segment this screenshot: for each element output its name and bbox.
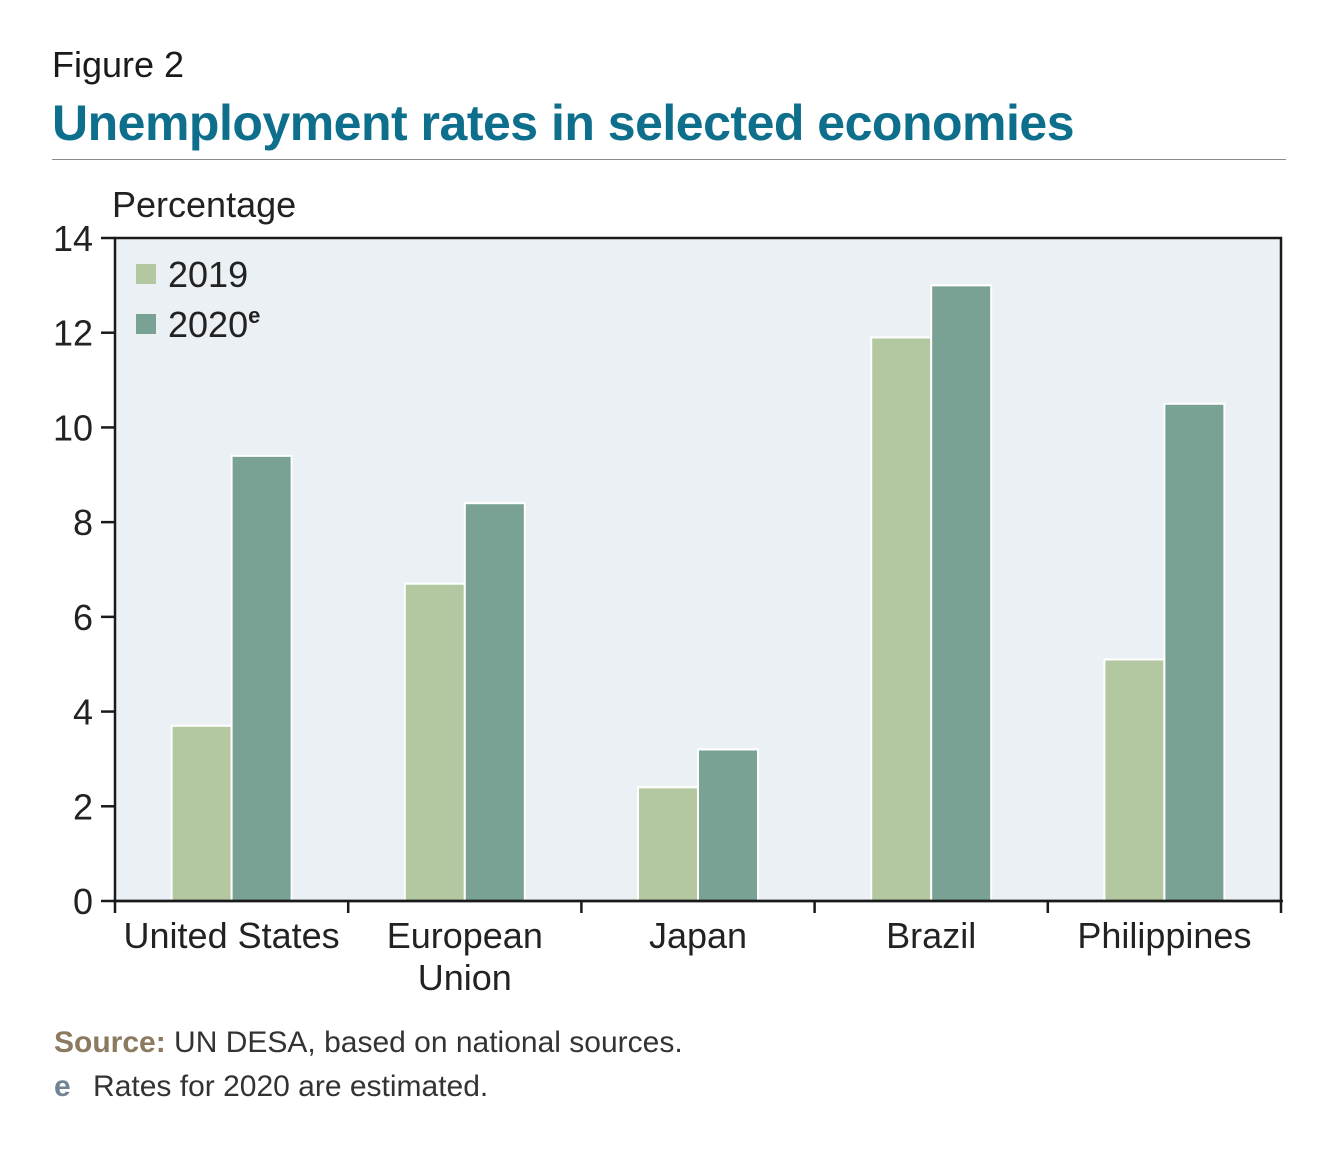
- x-category-label: European: [387, 915, 543, 956]
- bar-2020-4: [1163, 402, 1226, 902]
- note-mark: e: [54, 1070, 71, 1103]
- source-note: Source: UN DESA, based on national sourc…: [54, 1026, 683, 1060]
- figure-label: Figure 2: [52, 44, 185, 85]
- y-tick-label: 12: [53, 313, 93, 354]
- y-tick-label: 14: [53, 218, 93, 259]
- legend-swatch-2020: [136, 314, 156, 334]
- y-tick-label: 8: [73, 502, 93, 543]
- bar-2020-2: [697, 748, 759, 903]
- title-rule: [52, 159, 1286, 160]
- legend-label-2020: 2020e: [168, 303, 260, 345]
- note-text: Rates for 2020 are estimated.: [93, 1070, 489, 1103]
- bar-2020-1: [463, 502, 526, 902]
- chart-title: Unemployment rates in selected economies: [52, 95, 1075, 151]
- bar-2019-1: [403, 582, 466, 902]
- source-text: UN DESA, based on national sources.: [174, 1026, 683, 1059]
- y-tick-label: 6: [73, 597, 93, 638]
- bar-2019-2: [637, 786, 699, 902]
- estimate-note: e Rates for 2020 are estimated.: [54, 1070, 488, 1104]
- x-category-label: Philippines: [1077, 915, 1251, 956]
- bar-2019-4: [1103, 658, 1166, 902]
- legend-swatch-2019: [136, 264, 156, 284]
- y-tick-label: 10: [53, 407, 93, 448]
- y-tick-label: 4: [73, 692, 93, 733]
- bar-2019-0: [170, 724, 233, 902]
- y-tick-label: 0: [73, 881, 93, 922]
- y-axis-label: Percentage: [112, 184, 297, 225]
- source-label: Source:: [54, 1026, 166, 1059]
- legend-label-2019: 2019: [168, 254, 248, 295]
- bar-2020-0: [230, 454, 293, 902]
- x-category-label: Union: [418, 957, 512, 998]
- legend-superscript: e: [248, 303, 260, 328]
- x-category-label: Japan: [649, 915, 747, 956]
- bar-2020-3: [930, 284, 993, 903]
- bar-2019-3: [870, 336, 933, 902]
- x-category-label: Brazil: [886, 915, 976, 956]
- x-category-label: United States: [124, 915, 340, 956]
- y-tick-label: 2: [73, 786, 93, 827]
